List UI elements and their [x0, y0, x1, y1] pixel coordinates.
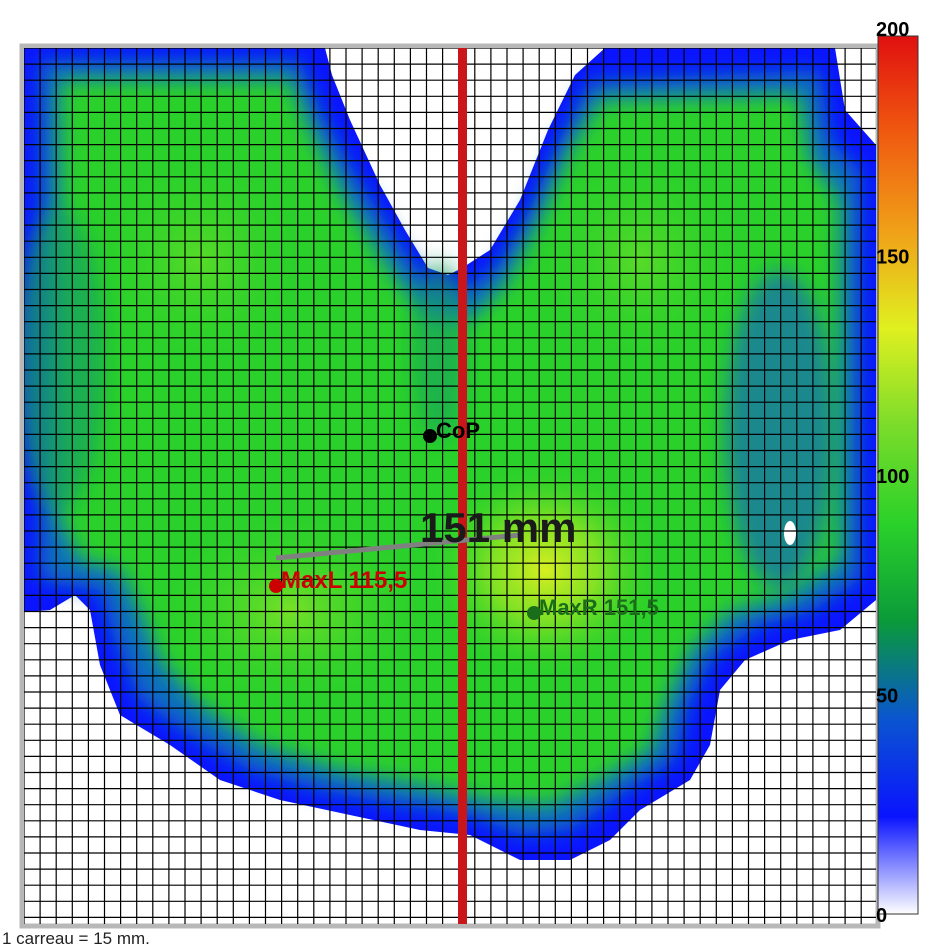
distance-label: 151 mm	[420, 504, 576, 551]
colorbar: 200 150 100 50 0	[876, 19, 919, 927]
point-cop-marker	[423, 429, 437, 443]
hotspot-top-right	[530, 150, 750, 370]
hotspot-left	[150, 510, 430, 710]
point-maxr-label: MaxR 151,5	[539, 595, 659, 620]
colorbar-tick-label: 150	[876, 247, 909, 269]
colorbar-tick-label: 50	[876, 686, 898, 708]
point-maxl-label: MaxL 115,5	[281, 567, 407, 594]
colorbar-bar	[878, 36, 918, 914]
low-pressure-zone-right	[725, 270, 835, 590]
point-maxl-marker	[269, 579, 283, 593]
point-maxr-marker	[527, 606, 541, 620]
colorbar-tick-label: 0	[876, 905, 887, 927]
midline-axis	[458, 48, 467, 924]
distance-line	[275, 532, 521, 561]
colorbar-tick-label: 100	[876, 466, 909, 488]
point-cop-label: CoP	[436, 418, 480, 443]
colorbar-tick-label: 200	[876, 19, 909, 41]
hotspot-top-left	[90, 150, 310, 370]
colorbar-border	[877, 35, 919, 915]
grid-scale-note: 1 carreau = 15 mm.	[2, 929, 150, 948]
grid-lines	[24, 48, 876, 924]
void-spot	[784, 521, 796, 545]
